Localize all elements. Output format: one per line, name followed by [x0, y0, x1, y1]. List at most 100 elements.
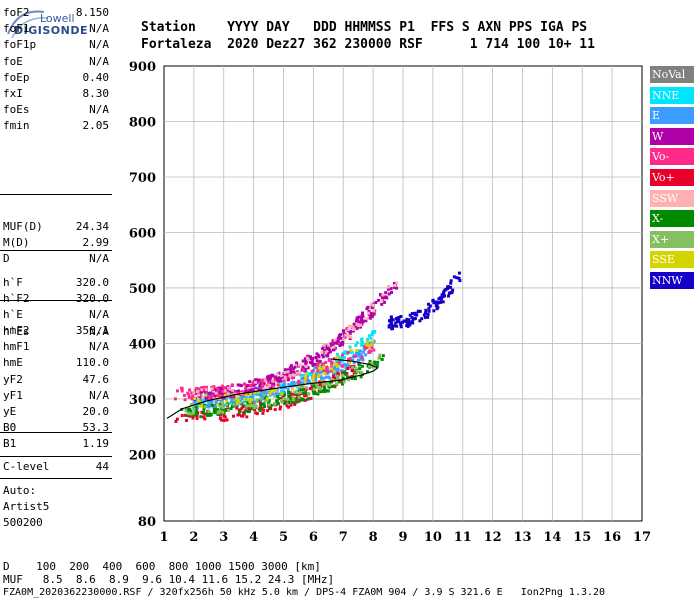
echo-point: [308, 355, 312, 359]
echo-point: [207, 391, 211, 395]
echo-point: [337, 380, 341, 384]
y-tick-label: 900: [129, 60, 156, 75]
echo-point: [293, 374, 297, 378]
echo-point: [305, 375, 309, 379]
echo-point: [289, 394, 293, 398]
echo-point: [423, 315, 427, 319]
param-value: 0.40: [82, 70, 110, 84]
echo-point: [418, 309, 422, 313]
echo-point: [348, 361, 352, 365]
echo-point: [360, 364, 364, 368]
echo-point: [250, 406, 254, 410]
echo-point: [280, 392, 284, 396]
echo-point: [305, 356, 309, 360]
echo-point: [365, 317, 369, 321]
echo-point: [223, 407, 227, 411]
echo-point: [361, 311, 365, 315]
echo-point: [346, 375, 350, 379]
echo-point: [297, 371, 301, 375]
echo-point: [316, 362, 320, 366]
echo-point: [295, 385, 299, 389]
echo-point: [434, 304, 438, 308]
echo-point: [435, 300, 439, 304]
echo-point: [207, 409, 211, 413]
echo-point: [307, 372, 311, 376]
echo-point: [352, 327, 356, 331]
echo-point: [194, 387, 198, 391]
echo-point: [450, 290, 454, 294]
echo-point: [322, 366, 326, 370]
y-tick-label: 200: [129, 448, 156, 463]
echo-point: [408, 320, 412, 324]
legend-item: NNE: [650, 86, 694, 104]
echo-point: [285, 397, 289, 401]
echo-point: [315, 384, 319, 388]
echo-point: [262, 393, 266, 397]
echo-point: [258, 406, 262, 410]
echo-point: [282, 400, 286, 404]
echo-point: [274, 392, 278, 396]
echo-point: [259, 399, 263, 403]
echo-point: [242, 410, 246, 414]
echo-point: [200, 404, 204, 408]
echo-point: [327, 375, 331, 379]
param-label: hmF1: [3, 340, 30, 354]
echo-point: [389, 321, 393, 325]
echo-point: [392, 285, 396, 289]
echo-point: [449, 279, 453, 283]
echo-point: [320, 351, 324, 355]
echo-point: [229, 395, 233, 399]
echo-point: [399, 325, 403, 329]
echo-point: [173, 397, 177, 401]
echo-point: [299, 373, 303, 377]
echo-point: [254, 388, 258, 392]
echo-point: [276, 379, 280, 383]
echo-point: [264, 387, 268, 391]
param-value: N/A: [89, 252, 109, 266]
echo-point: [238, 383, 242, 387]
echo-point: [328, 350, 332, 354]
echo-point: [353, 322, 357, 326]
echo-point: [356, 320, 360, 324]
echo-point: [391, 318, 395, 322]
echo-point: [244, 393, 248, 397]
echo-point: [321, 382, 325, 386]
echo-point: [218, 413, 222, 417]
echo-point: [447, 286, 451, 290]
logo-lowell: Lowell: [40, 12, 75, 25]
echo-point: [306, 358, 310, 362]
echo-point: [342, 332, 346, 336]
echo-point: [262, 408, 266, 412]
param-value: 110.0: [75, 356, 109, 370]
echo-point: [322, 376, 326, 380]
echo-point: [346, 366, 350, 370]
echo-point: [322, 368, 326, 372]
echo-point: [388, 323, 392, 327]
param-value: 8.150: [75, 6, 109, 19]
echo-point: [231, 400, 235, 404]
echo-point: [202, 407, 206, 411]
echo-point: [424, 308, 428, 312]
echo-point: [241, 414, 245, 418]
echo-point: [263, 399, 267, 403]
echo-point: [188, 414, 192, 418]
echo-point: [195, 390, 199, 394]
echo-point: [252, 406, 256, 410]
echo-point: [260, 406, 264, 410]
echo-point: [344, 366, 348, 370]
echo-point: [357, 324, 361, 328]
echo-point: [278, 392, 282, 396]
echo-point: [328, 348, 332, 352]
legend-item: X-: [650, 210, 694, 228]
echo-point: [359, 353, 363, 357]
echo-point: [378, 353, 382, 357]
echo-point: [191, 416, 195, 420]
echo-point: [214, 399, 218, 403]
echo-point: [373, 362, 377, 366]
echo-point: [447, 294, 451, 298]
echo-point: [404, 319, 408, 323]
param-row: foF2 8.150: [3, 6, 109, 20]
echo-point: [245, 384, 249, 388]
echo-point: [422, 313, 426, 317]
echo-point: [198, 404, 202, 408]
